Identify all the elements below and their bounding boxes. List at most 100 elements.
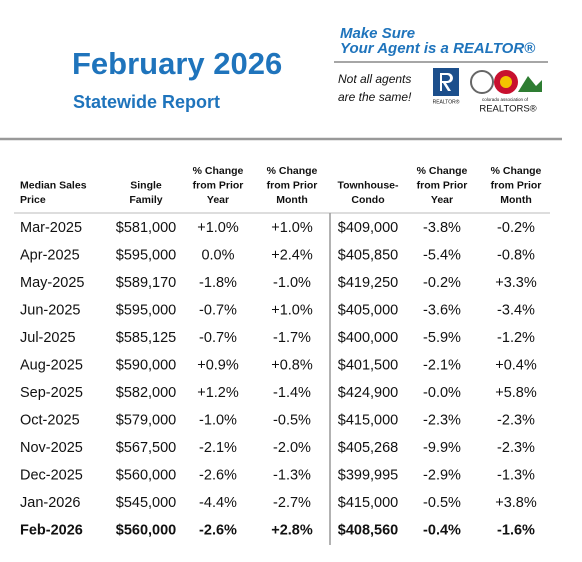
table-cell: +1.0% — [271, 302, 313, 318]
column-header: Year — [431, 194, 453, 206]
table-cell: $405,268 — [338, 440, 398, 456]
table-cell: +0.9% — [197, 357, 239, 373]
column-header: from Prior — [267, 179, 318, 191]
table-cell: 0.0% — [201, 247, 234, 263]
table-cell: -1.2% — [497, 330, 535, 346]
table-cell: -2.0% — [273, 440, 311, 456]
table-cell: Jul-2025 — [20, 330, 76, 346]
table-cell: $405,000 — [338, 302, 398, 318]
table-cell: -1.0% — [199, 412, 237, 428]
table-cell: $400,000 — [338, 330, 398, 346]
table-cell: $560,000 — [116, 522, 176, 538]
table-cell: -1.0% — [273, 275, 311, 291]
table-cell: -9.9% — [423, 440, 461, 456]
table-cell: +2.8% — [271, 522, 313, 538]
table-cell: $581,000 — [116, 220, 176, 236]
table-cell: Apr-2025 — [20, 247, 80, 263]
column-header: Family — [129, 194, 162, 206]
tagline: Not all agents — [338, 72, 411, 86]
slogan: Your Agent is a REALTOR® — [340, 40, 536, 57]
table-cell: -0.5% — [423, 495, 461, 511]
realtor-logo: REALTOR® — [433, 68, 460, 105]
table-cell: May-2025 — [20, 275, 84, 291]
table-cell: $401,500 — [338, 357, 398, 373]
table-cell: Feb-2026 — [20, 522, 83, 538]
slogan: Make Sure — [340, 25, 415, 42]
table-cell: $424,900 — [338, 385, 398, 401]
table-cell: -0.7% — [199, 302, 237, 318]
table-cell: +5.8% — [495, 385, 537, 401]
table-cell: Dec-2025 — [20, 467, 83, 483]
column-header: % Change — [193, 165, 244, 177]
table-cell: $590,000 — [116, 357, 176, 373]
table-cell: $585,125 — [116, 330, 176, 346]
table-cell: -2.3% — [497, 412, 535, 428]
table-cell: -0.4% — [423, 522, 461, 538]
column-header: Median Sales — [20, 179, 87, 191]
table-cell: $415,000 — [338, 412, 398, 428]
title: February 2026 — [72, 46, 282, 81]
table-cell: $595,000 — [116, 247, 176, 263]
table-cell: -1.4% — [273, 385, 311, 401]
table-cell: $560,000 — [116, 467, 176, 483]
table-cell: -0.7% — [199, 330, 237, 346]
table-cell: -1.7% — [273, 330, 311, 346]
table-cell: $415,000 — [338, 495, 398, 511]
table-cell: -5.9% — [423, 330, 461, 346]
table-cell: +1.0% — [271, 220, 313, 236]
logo-text: REALTOR® — [433, 98, 460, 105]
tagline: are the same! — [338, 90, 412, 104]
table-cell: -2.1% — [199, 440, 237, 456]
table-cell: Oct-2025 — [20, 412, 80, 428]
table-cell: -2.3% — [497, 440, 535, 456]
table-cell: $595,000 — [116, 302, 176, 318]
table-cell: -0.0% — [423, 385, 461, 401]
column-header: Month — [500, 194, 532, 206]
table-cell: -2.1% — [423, 357, 461, 373]
table-cell: +3.3% — [495, 275, 537, 291]
subtitle: Statewide Report — [73, 92, 220, 112]
column-header: from Prior — [417, 179, 468, 191]
table-cell: Aug-2025 — [20, 357, 83, 373]
column-header: % Change — [267, 165, 318, 177]
table-cell: -2.3% — [423, 412, 461, 428]
table-cell: $545,000 — [116, 495, 176, 511]
table-cell: +2.4% — [271, 247, 313, 263]
table-cell: -3.6% — [423, 302, 461, 318]
table-cell: $405,850 — [338, 247, 398, 263]
table-cell: $582,000 — [116, 385, 176, 401]
column-header: Single — [130, 179, 162, 191]
table-cell: $579,000 — [116, 412, 176, 428]
table-cell: Nov-2025 — [20, 440, 83, 456]
table-cell: Jun-2025 — [20, 302, 80, 318]
table-cell: -0.2% — [497, 220, 535, 236]
table: Median Sales Price Single Family % Change fro… — [20, 165, 542, 539]
table-cell: -1.3% — [497, 467, 535, 483]
table-cell: $589,170 — [116, 275, 176, 291]
table-cell: -0.2% — [423, 275, 461, 291]
logo-text: colorado association of — [482, 97, 529, 102]
column-header: Price — [20, 194, 46, 206]
table-cell: +0.4% — [495, 357, 537, 373]
column-header: Condo — [351, 194, 384, 206]
table-cell: -5.4% — [423, 247, 461, 263]
table-cell: $409,000 — [338, 220, 398, 236]
table-cell: -1.3% — [273, 467, 311, 483]
table-cell: +0.8% — [271, 357, 313, 373]
table-cell: -2.6% — [199, 467, 237, 483]
column-header: % Change — [417, 165, 468, 177]
table-cell: $399,995 — [338, 467, 398, 483]
column-header: Month — [276, 194, 308, 206]
table-cell: +1.2% — [197, 385, 239, 401]
table-cell: +3.8% — [495, 495, 537, 511]
table-cell: +1.0% — [197, 220, 239, 236]
table-cell: -2.7% — [273, 495, 311, 511]
car-logo: colorado association of REALTORS® — [470, 70, 542, 115]
table-cell: $567,500 — [116, 440, 176, 456]
table-cell: -3.8% — [423, 220, 461, 236]
table-cell: -0.8% — [497, 247, 535, 263]
table-cell: -3.4% — [497, 302, 535, 318]
column-header: Townhouse- — [337, 179, 399, 191]
table-cell: $408,560 — [338, 522, 398, 538]
